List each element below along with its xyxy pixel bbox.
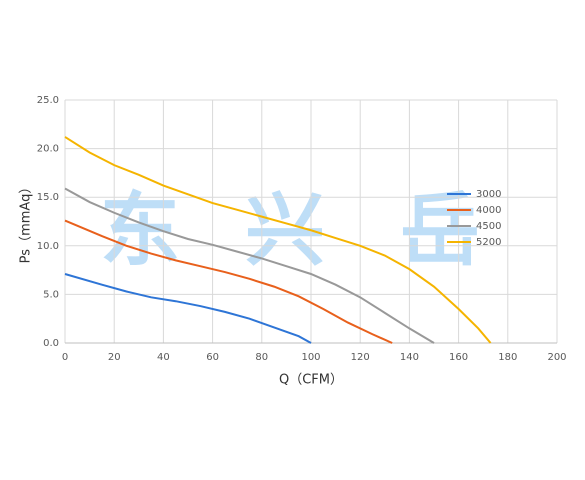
y-tick-label: 0.0 [43,338,59,349]
x-tick-label: 20 [108,352,121,363]
x-tick-label: 160 [449,352,468,363]
y-tick-label: 15.0 [37,192,59,203]
line-series [64,219,393,344]
line-series [64,187,435,344]
x-tick-label: 140 [400,352,419,363]
legend-label: 4000 [476,205,501,216]
x-tick-label: 80 [255,352,268,363]
line-series [64,273,312,344]
watermark: 东 [100,184,180,277]
y-tick-label: 25.0 [37,95,59,106]
x-tick-label: 0 [62,352,68,363]
y-tick-label: 10.0 [37,241,59,252]
line-series [64,136,492,344]
legend-label: 3000 [476,189,501,200]
x-tick-label: 100 [301,352,320,363]
y-tick-label: 5.0 [43,289,59,300]
x-tick-label: 60 [206,352,219,363]
legend-label: 4500 [476,221,501,232]
watermark: 岳 [400,184,480,277]
x-tick-label: 180 [498,352,517,363]
x-tick-label: 200 [547,352,566,363]
y-tick-label: 20.0 [37,144,59,155]
x-tick-label: 40 [157,352,170,363]
legend-label: 5200 [476,237,501,248]
y-axis-title: Ps（mmAq） [19,181,34,264]
x-axis-title: Q（CFM） [279,373,343,388]
x-tick-label: 120 [351,352,370,363]
